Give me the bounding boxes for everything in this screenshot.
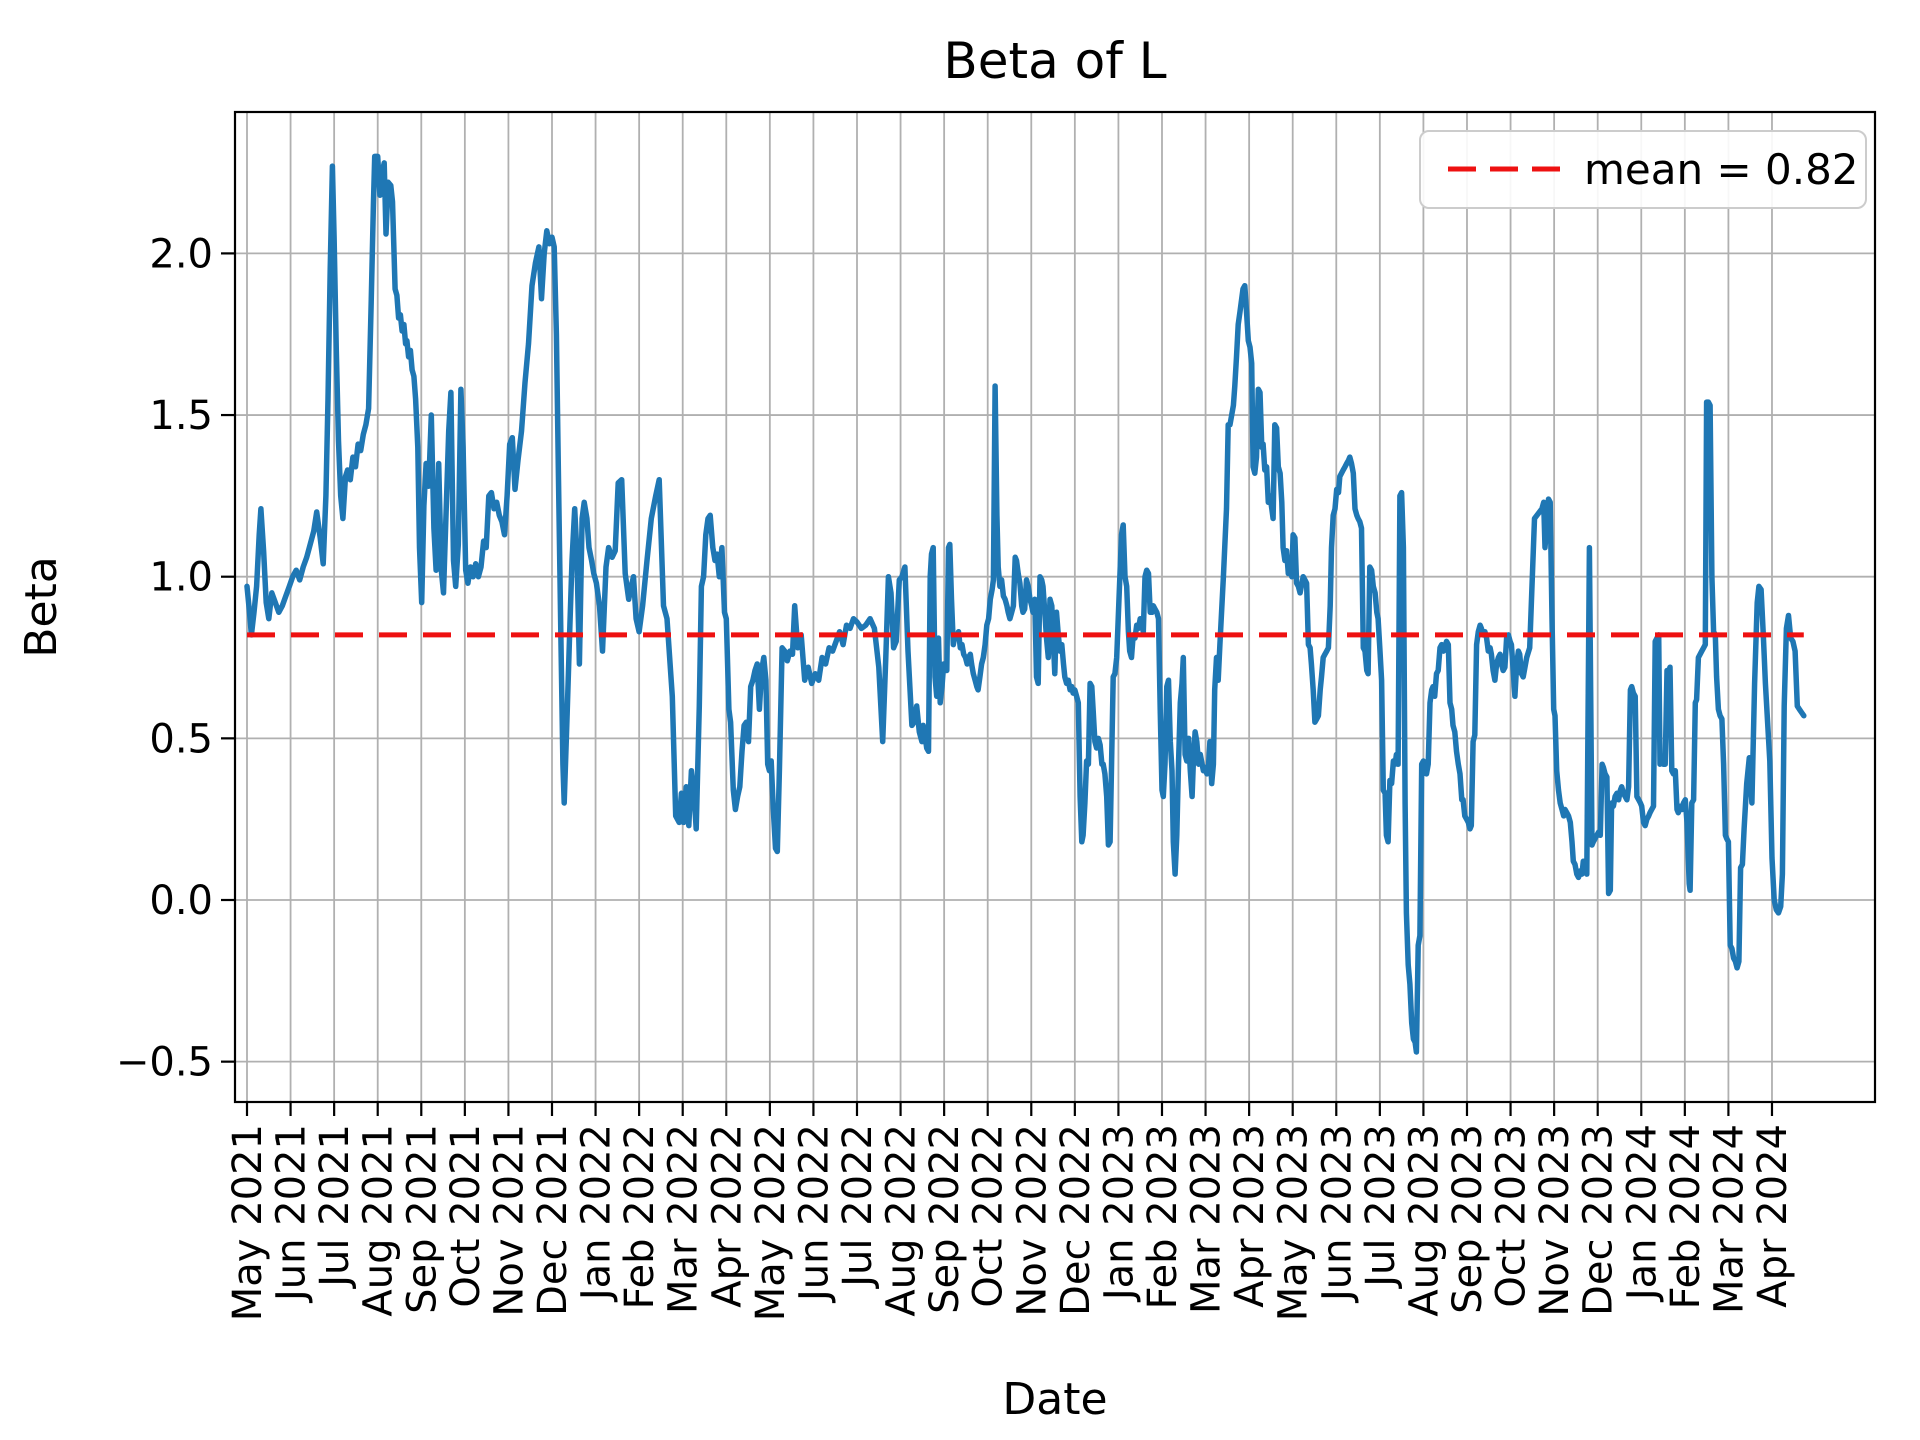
x-tick-label: Jan 2022 <box>574 1124 620 1303</box>
y-tick-label: 1.5 <box>149 393 213 439</box>
x-tick-label: Dec 2023 <box>1576 1124 1622 1316</box>
beta-series-line <box>244 153 1807 1055</box>
axis-ticks <box>221 252 1774 1116</box>
y-tick-label: −0.5 <box>116 1040 213 1086</box>
x-tick-label: Jan 2023 <box>1096 1124 1142 1303</box>
beta-series <box>244 153 1807 1055</box>
y-tick-labels: −0.5 0.0 0.5 1.0 1.5 2.0 <box>116 231 213 1085</box>
grid-lines <box>235 112 1875 1102</box>
x-tick-label: Oct 2023 <box>1489 1124 1535 1308</box>
chart-title: Beta of L <box>943 32 1166 90</box>
x-tick-label: Jun 2022 <box>791 1124 837 1304</box>
x-tick-label: Sep 2023 <box>1445 1124 1491 1314</box>
legend-box <box>1419 130 1867 209</box>
x-tick-label: Nov 2023 <box>1532 1124 1578 1317</box>
x-tick-label: Aug 2022 <box>879 1124 925 1317</box>
x-tick-label: Sep 2022 <box>922 1124 968 1314</box>
x-tick-label: Feb 2023 <box>1140 1124 1186 1309</box>
x-tick-label: May 2022 <box>748 1124 794 1321</box>
x-tick-label: Aug 2023 <box>1401 1124 1447 1317</box>
x-tick-label: Oct 2022 <box>966 1124 1012 1308</box>
x-tick-label: Apr 2023 <box>1227 1124 1273 1308</box>
x-tick-label: May 2021 <box>225 1124 271 1321</box>
x-tick-label: Jul 2023 <box>1358 1124 1404 1290</box>
x-tick-label: Jan 2024 <box>1619 1124 1665 1303</box>
x-tick-label: Nov 2022 <box>1009 1124 1055 1317</box>
x-tick-label: Jun 2023 <box>1314 1124 1360 1304</box>
axes-spines <box>233 110 1877 1104</box>
x-tick-label: Nov 2021 <box>486 1124 532 1317</box>
y-axis-label: Beta <box>16 556 67 657</box>
x-tick-label: Apr 2022 <box>704 1124 750 1308</box>
x-tick-label: Mar 2023 <box>1184 1124 1230 1314</box>
legend: mean = 0.82 <box>1419 130 1867 209</box>
y-tick-label: 1.0 <box>149 555 213 601</box>
x-axis-label: Date <box>1002 1374 1107 1425</box>
x-tick-label: Feb 2022 <box>617 1124 663 1309</box>
plot-border <box>233 110 1877 1104</box>
x-tick-label: Sep 2021 <box>399 1124 445 1314</box>
x-tick-label: Apr 2024 <box>1750 1124 1796 1308</box>
x-tick-label: Jul 2022 <box>835 1124 881 1290</box>
x-tick-label: Jul 2021 <box>312 1124 358 1290</box>
x-tick-label: Mar 2022 <box>661 1124 707 1314</box>
x-tick-label: Aug 2021 <box>356 1124 402 1317</box>
y-tick-label: 2.0 <box>149 231 213 277</box>
x-tick-label: Jun 2021 <box>269 1124 315 1304</box>
x-tick-label: May 2023 <box>1271 1124 1317 1321</box>
legend-label: mean = 0.82 <box>1584 145 1859 194</box>
x-tick-label: Oct 2021 <box>443 1124 489 1308</box>
y-tick-label: 0.5 <box>149 716 213 762</box>
x-tick-label: Feb 2024 <box>1663 1124 1709 1309</box>
y-tick-label: 0.0 <box>149 878 213 924</box>
x-tick-label: Dec 2022 <box>1053 1124 1099 1316</box>
x-tick-label: Dec 2021 <box>530 1124 576 1316</box>
x-tick-label: Mar 2024 <box>1706 1124 1752 1314</box>
